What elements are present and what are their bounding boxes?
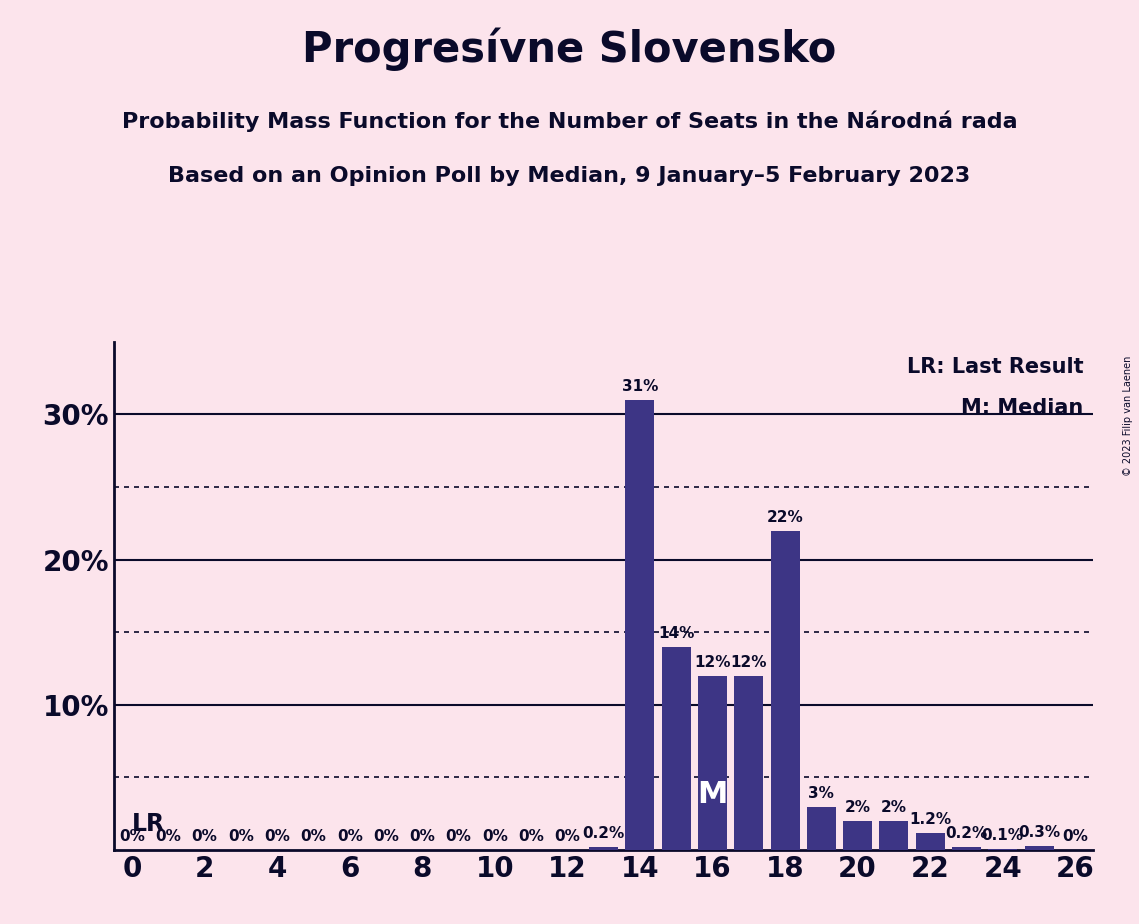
Bar [662,647,690,850]
Text: 0%: 0% [155,829,181,845]
Text: 0.1%: 0.1% [982,828,1024,843]
Bar [879,821,909,850]
Bar [625,400,655,850]
Bar [916,833,944,850]
Text: 3%: 3% [809,785,834,801]
Text: © 2023 Filip van Laenen: © 2023 Filip van Laenen [1123,356,1133,476]
Bar [843,821,872,850]
Bar [806,807,836,850]
Text: 0%: 0% [301,829,327,845]
Text: 2%: 2% [845,800,870,815]
Text: 2%: 2% [880,800,907,815]
Text: 0%: 0% [228,829,254,845]
Text: 0.3%: 0.3% [1018,825,1060,840]
Text: 22%: 22% [767,510,803,525]
Text: 1.2%: 1.2% [909,812,951,827]
Text: 0%: 0% [120,829,145,845]
Text: LR: Last Result: LR: Last Result [907,358,1083,377]
Text: 0%: 0% [264,829,290,845]
Text: 0%: 0% [482,829,508,845]
Bar [698,675,727,850]
Text: 12%: 12% [695,655,731,670]
Bar [989,848,1017,850]
Text: 0.2%: 0.2% [945,826,988,842]
Text: Based on an Opinion Poll by Median, 9 January–5 February 2023: Based on an Opinion Poll by Median, 9 Ja… [169,166,970,187]
Bar [735,675,763,850]
Text: Probability Mass Function for the Number of Seats in the Národná rada: Probability Mass Function for the Number… [122,111,1017,132]
Text: M: Median: M: Median [961,397,1083,418]
Bar [771,530,800,850]
Text: 0%: 0% [518,829,544,845]
Text: M: M [697,780,728,808]
Text: 0%: 0% [409,829,435,845]
Text: 12%: 12% [730,655,767,670]
Text: 31%: 31% [622,379,658,395]
Text: 0%: 0% [555,829,581,845]
Text: 14%: 14% [658,626,695,641]
Text: LR: LR [132,812,165,836]
Bar [952,847,981,850]
Text: 0%: 0% [337,829,362,845]
Text: 0%: 0% [445,829,472,845]
Text: 0%: 0% [191,829,218,845]
Text: 0.2%: 0.2% [582,826,625,842]
Text: 0%: 0% [1063,829,1088,845]
Bar [589,847,618,850]
Bar [1024,845,1054,850]
Text: Progresívne Slovensko: Progresívne Slovensko [302,28,837,71]
Text: 0%: 0% [374,829,399,845]
